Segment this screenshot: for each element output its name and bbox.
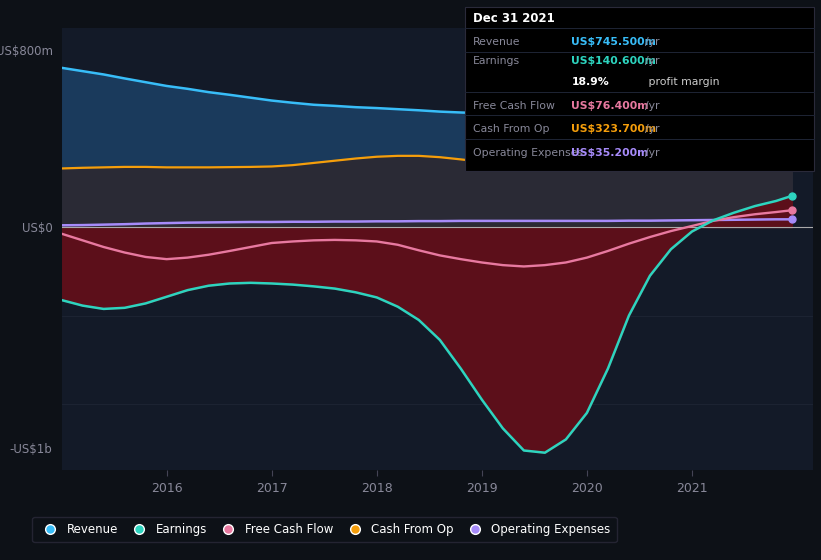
Text: US$76.400m: US$76.400m <box>571 101 649 111</box>
Text: Revenue: Revenue <box>473 37 521 47</box>
Text: /yr: /yr <box>645 124 660 134</box>
Text: 18.9%: 18.9% <box>571 77 609 87</box>
Text: profit margin: profit margin <box>645 77 720 87</box>
Text: Dec 31 2021: Dec 31 2021 <box>473 12 555 25</box>
Text: /yr: /yr <box>645 148 660 158</box>
Text: US$140.600m: US$140.600m <box>571 55 656 66</box>
Text: /yr: /yr <box>645 55 660 66</box>
Text: Free Cash Flow: Free Cash Flow <box>473 101 555 111</box>
Text: US$745.500m: US$745.500m <box>571 37 656 47</box>
Legend: Revenue, Earnings, Free Cash Flow, Cash From Op, Operating Expenses: Revenue, Earnings, Free Cash Flow, Cash … <box>33 517 617 542</box>
Text: Cash From Op: Cash From Op <box>473 124 549 134</box>
Text: Operating Expenses: Operating Expenses <box>473 148 583 158</box>
Text: /yr: /yr <box>645 37 660 47</box>
Text: Earnings: Earnings <box>473 55 520 66</box>
Text: /yr: /yr <box>645 101 660 111</box>
Text: US$323.700m: US$323.700m <box>571 124 657 134</box>
Text: US$35.200m: US$35.200m <box>571 148 649 158</box>
